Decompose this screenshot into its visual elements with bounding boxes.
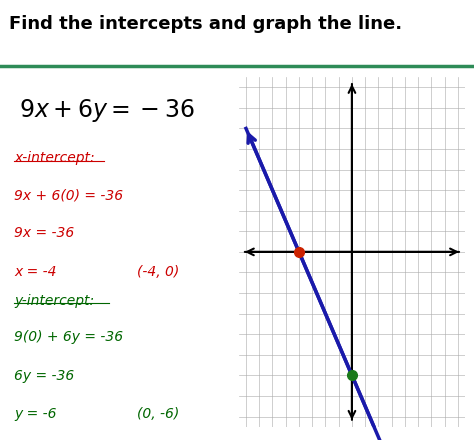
Text: y-intercept:: y-intercept: (14, 294, 94, 308)
Text: 9x + 6(0) = -36: 9x + 6(0) = -36 (14, 188, 123, 202)
Text: (0, -6): (0, -6) (137, 407, 180, 421)
Text: 9(0) + 6y = -36: 9(0) + 6y = -36 (14, 330, 123, 345)
Text: 6y = -36: 6y = -36 (14, 369, 74, 383)
Text: x-intercept:: x-intercept: (14, 151, 95, 165)
Text: Find the intercepts and graph the line.: Find the intercepts and graph the line. (9, 15, 402, 33)
Text: $9x + 6y = -36$: $9x + 6y = -36$ (19, 97, 194, 124)
Text: y = -6: y = -6 (14, 407, 57, 421)
Text: (-4, 0): (-4, 0) (137, 265, 180, 279)
Text: x = -4: x = -4 (14, 265, 57, 279)
Text: 9x = -36: 9x = -36 (14, 226, 74, 240)
